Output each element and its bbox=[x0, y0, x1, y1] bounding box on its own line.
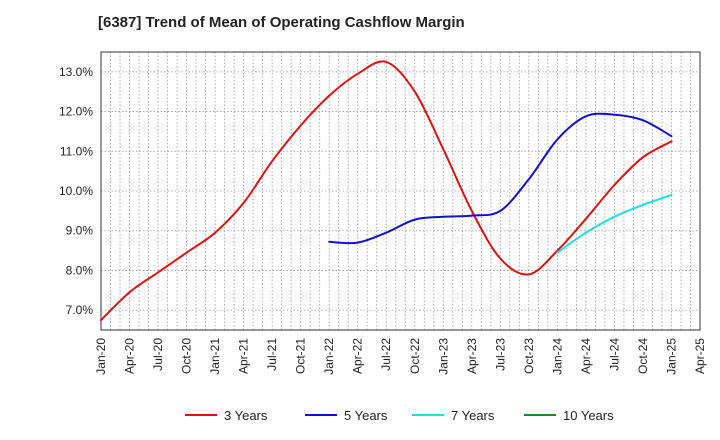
series-line-7-years bbox=[556, 194, 673, 254]
y-tick-label: 8.0% bbox=[66, 263, 94, 277]
x-tick-label: Jul-20 bbox=[151, 338, 165, 371]
x-tick-label: Jan-23 bbox=[436, 338, 450, 375]
y-axis-ticks: 7.0% 8.0% 9.0% 10.0% 11.0% 12.0% 13.0% bbox=[59, 65, 93, 317]
x-axis-ticks: Jan-20 Apr-20 Jul-20 Oct-20 Jan-21 Apr-21 Jul-… bbox=[94, 338, 707, 375]
x-tick-label: Jul-22 bbox=[379, 338, 393, 371]
series-line-3-years bbox=[100, 60, 673, 322]
legend-label-10-years: 10 Years bbox=[563, 408, 614, 423]
grid bbox=[100, 52, 701, 330]
legend: 3 Years 5 Years 7 Years 10 Years bbox=[185, 408, 614, 423]
legend-label-7-years: 7 Years bbox=[451, 408, 495, 423]
x-tick-label: Oct-22 bbox=[408, 338, 422, 374]
series-line-5-years bbox=[328, 112, 673, 245]
legend-label-3-years: 3 Years bbox=[224, 408, 268, 423]
y-tick-label: 7.0% bbox=[66, 303, 94, 317]
x-tick-label: Jan-24 bbox=[550, 338, 564, 375]
x-tick-label: Oct-23 bbox=[522, 338, 536, 374]
x-tick-label: Oct-20 bbox=[180, 338, 194, 374]
x-tick-label: Apr-21 bbox=[237, 338, 251, 374]
legend-label-5-years: 5 Years bbox=[344, 408, 388, 423]
x-tick-label: Apr-24 bbox=[579, 338, 593, 374]
x-tick-label: Apr-25 bbox=[693, 338, 707, 374]
x-tick-label: Apr-22 bbox=[351, 338, 365, 374]
x-tick-label: Apr-23 bbox=[465, 338, 479, 374]
plot-area bbox=[100, 51, 701, 331]
x-tick-label: Jan-25 bbox=[664, 338, 678, 375]
y-tick-label: 12.0% bbox=[59, 105, 93, 119]
chart-title: [6387] Trend of Mean of Operating Cashfl… bbox=[98, 14, 465, 31]
x-tick-label: Jan-20 bbox=[94, 338, 108, 375]
y-tick-label: 9.0% bbox=[66, 224, 94, 238]
y-tick-label: 13.0% bbox=[59, 65, 93, 79]
x-tick-label: Oct-21 bbox=[294, 338, 308, 374]
x-tick-label: Jul-23 bbox=[493, 338, 507, 371]
x-tick-label: Oct-24 bbox=[636, 338, 650, 374]
series-lines bbox=[100, 60, 673, 322]
y-tick-label: 10.0% bbox=[59, 184, 93, 198]
x-tick-label: Jan-21 bbox=[208, 338, 222, 375]
x-tick-label: Jan-22 bbox=[322, 338, 336, 375]
y-tick-label: 11.0% bbox=[60, 144, 93, 158]
x-tick-label: Jul-24 bbox=[607, 338, 621, 371]
x-tick-label: Jul-21 bbox=[265, 338, 279, 371]
x-tick-label: Apr-20 bbox=[123, 338, 137, 374]
